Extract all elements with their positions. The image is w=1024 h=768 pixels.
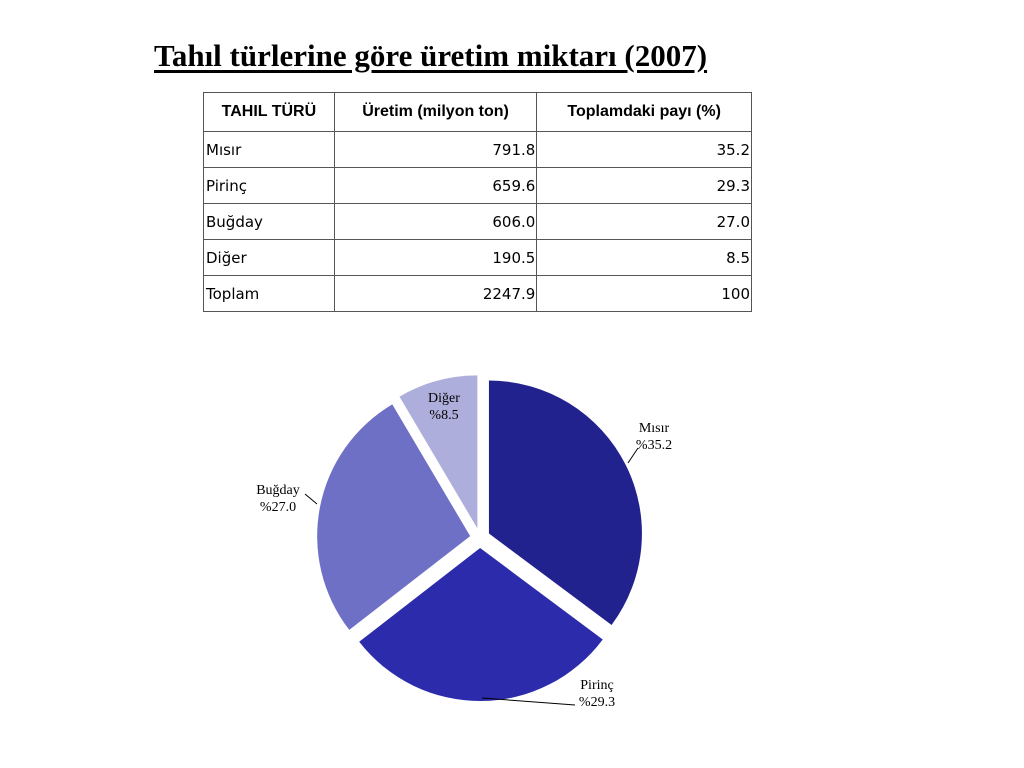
- slice-label: Pirinç: [580, 678, 613, 693]
- slice-value-label: %8.5: [429, 408, 458, 423]
- pie-slice-1: [488, 380, 642, 625]
- leader-line: [481, 697, 576, 706]
- slice-label: Buğday: [256, 483, 300, 498]
- header-grain-type: TAHIL TÜRÜ: [203, 92, 335, 132]
- cell-production: 791.8: [333, 131, 538, 168]
- pie-slice-4: [399, 375, 478, 529]
- header-share: Toplamdaki payı (%): [536, 92, 752, 132]
- cell-share: 100: [536, 275, 752, 312]
- leader-line: [627, 447, 639, 464]
- pie-slice-2: [359, 547, 603, 701]
- table-row-total: Toplam 2247.9 100: [203, 275, 752, 312]
- cell-grain: Buğday: [203, 203, 335, 240]
- slice-label: Diğer: [428, 391, 460, 406]
- grain-production-table: TAHIL TÜRÜ Üretim (milyon ton) Toplamdak…: [203, 92, 752, 312]
- header-production: Üretim (milyon ton): [333, 92, 538, 132]
- cell-production: 2247.9: [333, 275, 538, 312]
- cell-grain: Mısır: [203, 131, 335, 168]
- cell-share: 29.3: [536, 167, 752, 204]
- table-row: Pirinç 659.6 29.3: [203, 167, 752, 204]
- cell-grain: Diğer: [203, 239, 335, 276]
- slice-value-label: %27.0: [260, 500, 296, 515]
- slice-label: Mısır: [639, 421, 670, 436]
- slice-value-label: %35.2: [636, 438, 672, 453]
- cell-production: 606.0: [333, 203, 538, 240]
- cell-production: 190.5: [333, 239, 538, 276]
- cell-production: 659.6: [333, 167, 538, 204]
- table-row: Buğday 606.0 27.0: [203, 203, 752, 240]
- table-row: Mısır 791.8 35.2: [203, 131, 752, 168]
- leader-line: [304, 493, 318, 505]
- pie-slice-3: [317, 404, 471, 630]
- cell-share: 27.0: [536, 203, 752, 240]
- cell-share: 35.2: [536, 131, 752, 168]
- cell-grain: Pirinç: [203, 167, 335, 204]
- cell-share: 8.5: [536, 239, 752, 276]
- slide-title: Tahıl türlerine göre üretim miktarı (200…: [154, 38, 708, 73]
- table-row: Diğer 190.5 8.5: [203, 239, 752, 276]
- slice-value-label: %29.3: [579, 695, 615, 710]
- cell-grain: Toplam: [203, 275, 335, 312]
- table-header-row: TAHIL TÜRÜ Üretim (milyon ton) Toplamdak…: [203, 92, 752, 132]
